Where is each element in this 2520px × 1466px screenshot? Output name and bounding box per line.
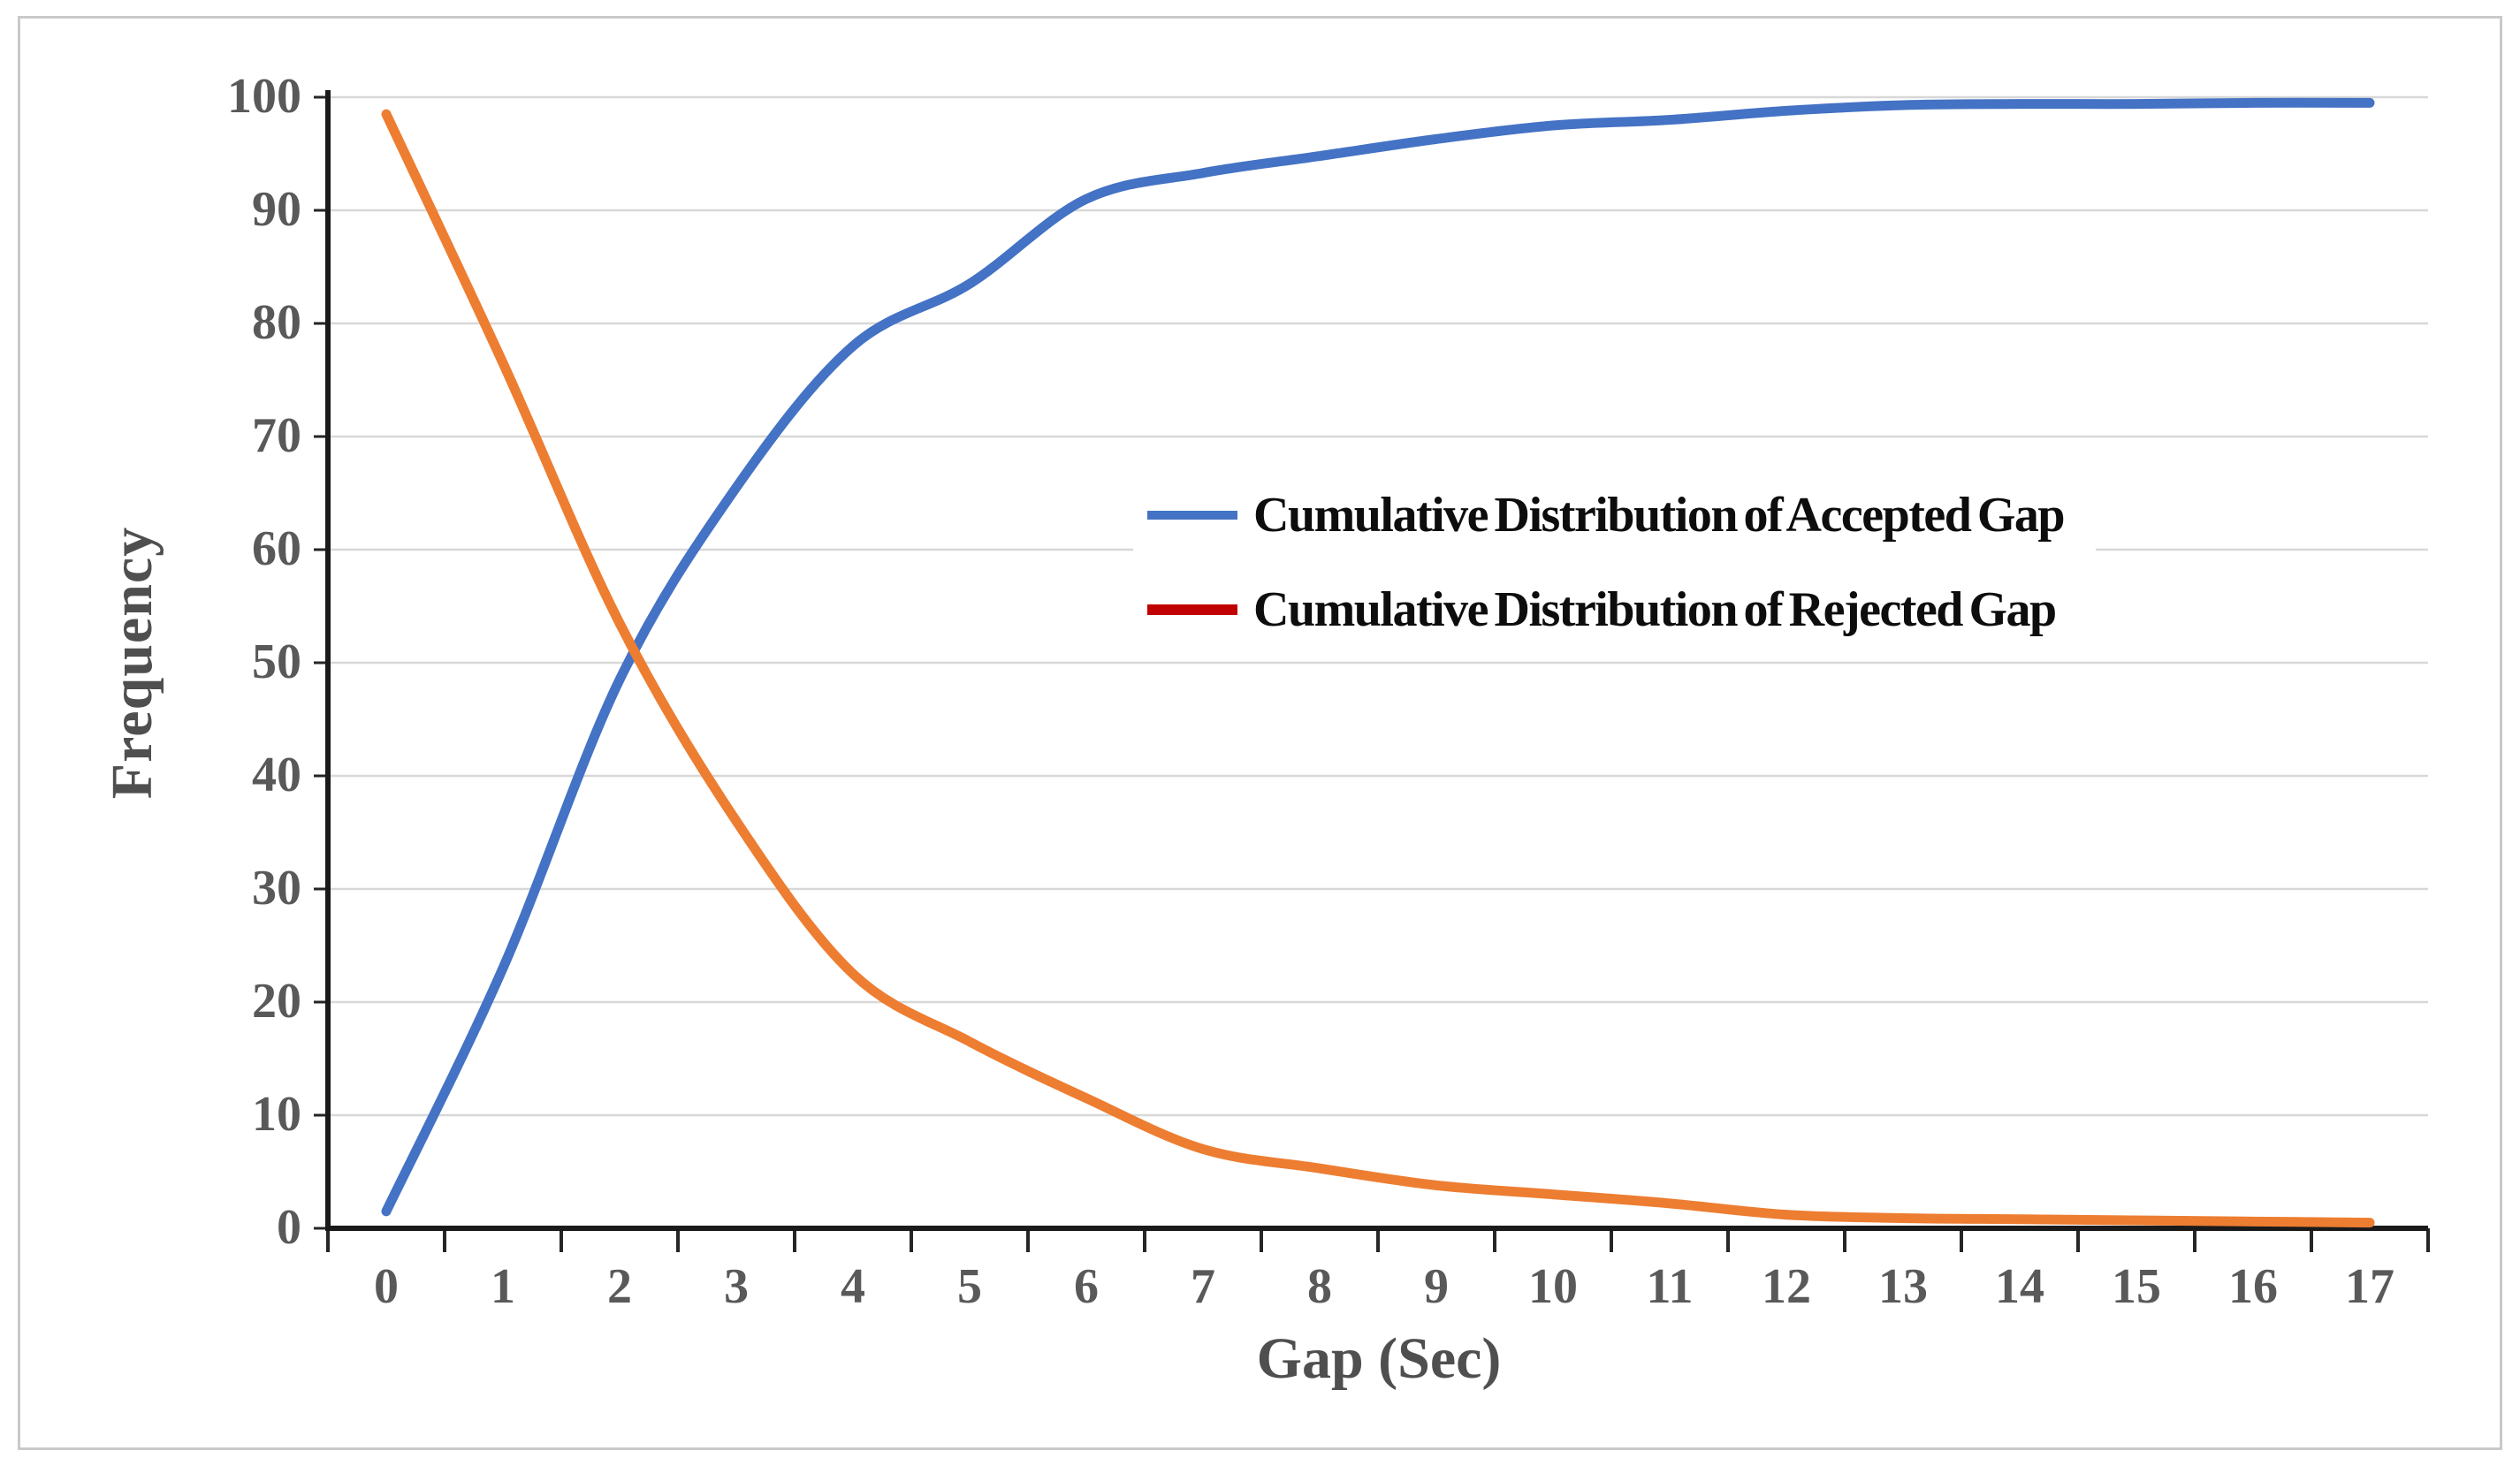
- series-line-rejected: [381, 109, 2375, 1228]
- x-tick-label-13: 13: [1878, 1259, 1928, 1314]
- x-tick-label-17: 17: [2345, 1259, 2394, 1314]
- x-tick-label-16: 16: [2228, 1259, 2278, 1314]
- y-tick-label-60: 60: [252, 520, 301, 576]
- y-axis-title: Frequency: [100, 526, 164, 800]
- y-tick-label-90: 90: [252, 181, 301, 237]
- legend-label-rejected: Cumulative Distribution of Rejected Gap: [1253, 581, 2057, 637]
- legend-item-accepted: Cumulative Distribution of Accepted Gap: [1147, 467, 2066, 562]
- x-tick-label-14: 14: [1995, 1259, 2044, 1314]
- y-tick-label-0: 0: [277, 1199, 301, 1255]
- y-tick-label-80: 80: [252, 294, 301, 350]
- y-tick-label-70: 70: [252, 407, 301, 463]
- series-line-accepted: [381, 97, 2375, 1217]
- legend-swatch-rejected-line-icon: [1147, 604, 1237, 615]
- x-tick-label-11: 11: [1646, 1259, 1694, 1314]
- x-tick-label-8: 8: [1307, 1259, 1332, 1314]
- x-tick-label-12: 12: [1762, 1259, 1811, 1314]
- y-tick-label-10: 10: [252, 1086, 301, 1142]
- y-tick-label-50: 50: [252, 634, 301, 689]
- x-tick-label-5: 5: [957, 1259, 982, 1314]
- x-tick-label-4: 4: [841, 1259, 865, 1314]
- x-tick-label-6: 6: [1074, 1259, 1099, 1314]
- y-tick-label-20: 20: [252, 973, 301, 1029]
- y-tick-label-30: 30: [252, 860, 301, 915]
- y-tick-label-100: 100: [227, 68, 301, 124]
- legend: Cumulative Distribution of Accepted Gap …: [1133, 467, 2097, 657]
- x-tick-label-0: 0: [374, 1259, 399, 1314]
- x-axis-title: Gap (Sec): [1256, 1326, 1502, 1391]
- x-tick-label-1: 1: [491, 1259, 515, 1314]
- legend-label-accepted: Cumulative Distribution of Accepted Gap: [1253, 487, 2066, 543]
- x-tick-label-9: 9: [1424, 1259, 1449, 1314]
- x-tick-label-2: 2: [607, 1259, 632, 1314]
- legend-item-rejected: Cumulative Distribution of Rejected Gap: [1147, 562, 2064, 657]
- x-tick-label-3: 3: [724, 1259, 749, 1314]
- figure-border: [18, 16, 2502, 1450]
- y-tick-label-40: 40: [252, 747, 301, 802]
- x-tick-label-10: 10: [1528, 1259, 1578, 1314]
- x-tick-label-7: 7: [1191, 1259, 1215, 1314]
- legend-swatch-accepted-line-icon: [1147, 510, 1237, 520]
- x-tick-label-15: 15: [2112, 1259, 2161, 1314]
